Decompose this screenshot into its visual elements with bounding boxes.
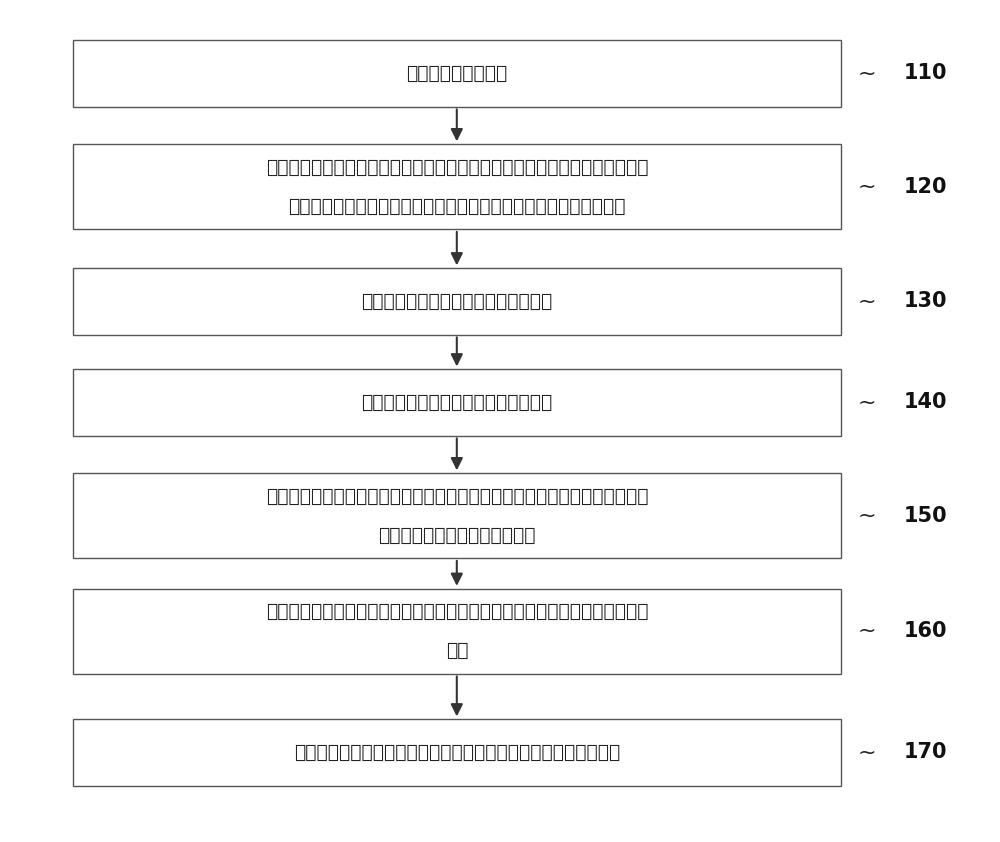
Text: ~: ~ xyxy=(858,505,877,525)
Text: ~: ~ xyxy=(858,63,877,83)
Text: 获取黑名单中的数据: 获取黑名单中的数据 xyxy=(406,64,507,83)
Text: 130: 130 xyxy=(903,291,947,312)
Text: 120: 120 xyxy=(903,177,947,196)
Text: 分数: 分数 xyxy=(446,641,468,660)
FancyBboxPatch shape xyxy=(73,589,841,674)
FancyBboxPatch shape xyxy=(73,144,841,229)
Text: ~: ~ xyxy=(858,621,877,641)
Text: 字段对应的数据源、数据字段编码、出现次数和末次出现的时间信息: 字段对应的数据源、数据字段编码、出现次数和末次出现的时间信息 xyxy=(288,196,626,216)
Text: 若是，为追溯数据确定第一可信度分值: 若是，为追溯数据确定第一可信度分值 xyxy=(361,393,552,412)
FancyBboxPatch shape xyxy=(73,370,841,435)
Text: 160: 160 xyxy=(903,621,947,641)
Text: ~: ~ xyxy=(858,291,877,312)
FancyBboxPatch shape xyxy=(73,40,841,107)
FancyBboxPatch shape xyxy=(73,719,841,786)
Text: 170: 170 xyxy=(903,743,947,762)
Text: 150: 150 xyxy=(903,505,947,525)
Text: 现次数以及末次出现的时间信息: 现次数以及末次出现的时间信息 xyxy=(378,525,536,545)
Text: 110: 110 xyxy=(903,63,947,83)
Text: 确定各个数据字段对应的数据源、出现次数以及末次出现的时间信息的权重和: 确定各个数据字段对应的数据源、出现次数以及末次出现的时间信息的权重和 xyxy=(266,602,648,621)
Text: ~: ~ xyxy=(858,392,877,413)
FancyBboxPatch shape xyxy=(73,269,841,334)
Text: 判断黑名单中的数据是否包含追溯数据: 判断黑名单中的数据是否包含追溯数据 xyxy=(361,292,552,311)
Text: 若否，获取追溯数据的各个数据字段，以及对应的数据源、数据字段编码、出: 若否，获取追溯数据的各个数据字段，以及对应的数据源、数据字段编码、出 xyxy=(266,487,648,506)
FancyBboxPatch shape xyxy=(73,473,841,558)
Text: 从要素库中读取追溯数据；其中，追溯数据包括多个数据字段，以及各个数据: 从要素库中读取追溯数据；其中，追溯数据包括多个数据字段，以及各个数据 xyxy=(266,157,648,177)
Text: ~: ~ xyxy=(858,743,877,762)
Text: ~: ~ xyxy=(858,177,877,196)
Text: 根据权重和分数，为不在黑名单中的追溯数据确定第二可信度分值: 根据权重和分数，为不在黑名单中的追溯数据确定第二可信度分值 xyxy=(294,743,620,762)
Text: 140: 140 xyxy=(903,392,947,413)
